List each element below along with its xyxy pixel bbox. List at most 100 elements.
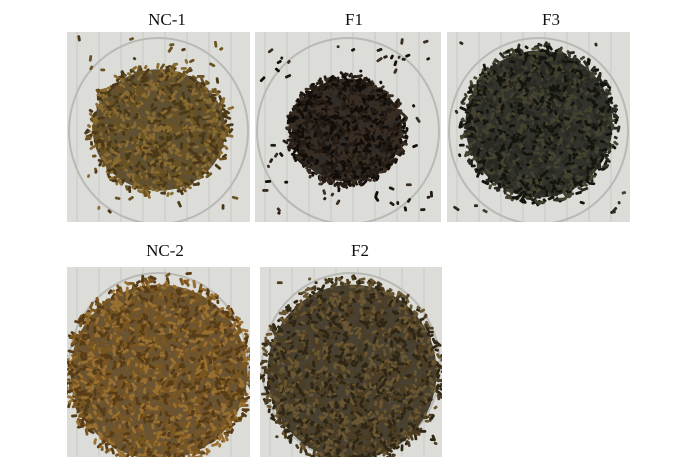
pellet [378, 159, 382, 167]
pellet [143, 95, 152, 101]
pellet [299, 106, 304, 111]
pellet [151, 132, 156, 140]
pellet [77, 331, 82, 338]
pellet [123, 82, 128, 86]
pellet [578, 75, 583, 80]
pellet [372, 123, 376, 129]
pellet [311, 171, 315, 177]
pellet [563, 116, 571, 121]
pellet [592, 122, 598, 130]
pellet [87, 387, 95, 393]
pellet [178, 397, 182, 403]
pellet [189, 295, 196, 299]
pellet [102, 361, 109, 366]
pellet [470, 164, 476, 168]
pellet [325, 156, 332, 162]
pellet [351, 115, 356, 119]
pellet [559, 63, 564, 70]
pellet [149, 159, 156, 165]
pellet [159, 116, 164, 121]
pellet [213, 409, 221, 414]
pellet [341, 74, 348, 81]
pellet [563, 168, 568, 175]
pellet [158, 125, 164, 132]
pellet [193, 282, 197, 289]
pellet [103, 347, 111, 353]
pellet [129, 375, 132, 380]
pellet [309, 110, 317, 114]
pellet [509, 92, 515, 99]
pellet [167, 335, 173, 340]
pellet [587, 58, 591, 66]
pellet [548, 137, 554, 145]
pellet [210, 429, 214, 435]
pellet [545, 51, 552, 57]
pellet [287, 138, 295, 142]
pellet [476, 101, 482, 105]
pellet [165, 455, 172, 457]
pellet [399, 124, 403, 128]
pellet [113, 74, 119, 80]
pellet [556, 66, 561, 72]
pellet [151, 376, 157, 380]
pellet [99, 103, 104, 108]
pellet [159, 353, 166, 357]
pellet [97, 127, 101, 132]
pellet [513, 189, 517, 194]
pellet [354, 141, 363, 147]
pellet [384, 128, 389, 133]
pellet [196, 74, 205, 78]
pellet [135, 280, 141, 285]
pellet [481, 128, 487, 134]
pellet [386, 107, 391, 114]
pellet [235, 372, 241, 377]
pellet [495, 151, 499, 156]
pellet [128, 185, 132, 194]
pellet [67, 381, 73, 385]
pellet [219, 104, 223, 110]
pellet [116, 317, 121, 326]
pellet [91, 130, 97, 135]
pellet [183, 385, 189, 389]
pellet [333, 91, 338, 96]
pellet [554, 196, 559, 202]
pellet [67, 349, 75, 354]
pellet [589, 156, 594, 161]
pellet [603, 92, 609, 96]
pellet [600, 112, 606, 117]
pellet [152, 173, 158, 177]
pellet [97, 96, 103, 102]
pellet [67, 386, 69, 391]
pellet [594, 42, 598, 47]
pellet [171, 427, 176, 436]
pellet [497, 119, 503, 126]
pellet [173, 161, 179, 167]
pellet [216, 322, 220, 329]
pellet [388, 186, 395, 191]
pellet [585, 134, 592, 141]
pellet [601, 125, 605, 133]
pellet [467, 115, 474, 120]
pellet [523, 108, 528, 116]
pellet [309, 85, 315, 90]
pellet [489, 100, 494, 107]
pellet [161, 109, 168, 115]
pellet [167, 105, 172, 113]
pellet [94, 135, 98, 141]
pellet [515, 98, 519, 107]
pellet [602, 118, 607, 122]
pellet [385, 150, 390, 154]
pellet [211, 108, 217, 112]
pellet [543, 89, 550, 97]
pellet [501, 179, 507, 185]
pellet [162, 148, 169, 154]
pellet [101, 375, 106, 381]
pellet [188, 439, 195, 444]
pellet [72, 390, 76, 396]
pellet [96, 370, 100, 379]
pellet [164, 169, 168, 174]
pellet [204, 362, 208, 370]
pellet [324, 170, 328, 179]
pellet [140, 78, 148, 83]
pellet [485, 168, 491, 175]
